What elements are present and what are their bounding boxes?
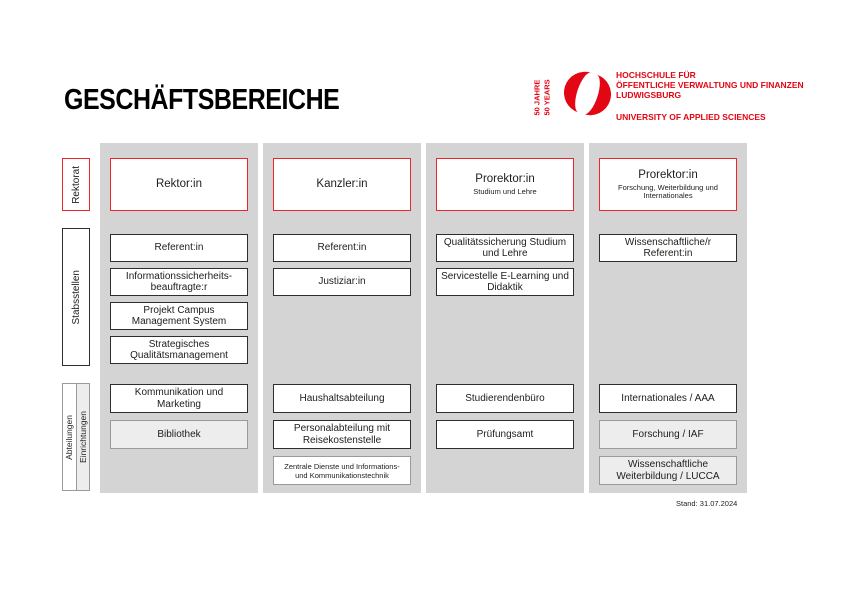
row-label-einrichtungen-text: Einrichtungen: [77, 411, 88, 463]
box-bibliothek: Bibliothek: [110, 420, 248, 449]
box-justiziar: Justiziar:in: [273, 268, 411, 296]
box-internationales-aaa: Internationales / AAA: [599, 384, 737, 413]
column-kanzler: Kanzler:in Referent:in Justiziar:in Haus…: [263, 143, 421, 493]
version-date: Stand: 31.07.2024: [676, 499, 738, 508]
box-kommunikation-marketing: Kommunikation und Marketing: [110, 384, 248, 413]
hvf-logo-icon: [563, 71, 612, 116]
institution-line-2: ÖFFENTLICHE VERWALTUNG UND FINANZEN: [616, 80, 804, 90]
row-label-abteilungen: Abteilungen: [63, 384, 76, 490]
box-referent-kanzler: Referent:in: [273, 234, 411, 262]
box-zentrale-dienste: Zentrale Dienste und Informations- und K…: [273, 456, 411, 485]
column-prorektor-studium: Prorektor:in Studium und Lehre Qualitäts…: [426, 143, 584, 493]
box-prorektor-studium-subtitle: Studium und Lehre: [473, 186, 537, 196]
box-forschung-iaf: Forschung / IAF: [599, 420, 737, 449]
row-label-rektorat-text: Rektorat: [70, 165, 82, 204]
box-rektor-title: Rektor:in: [155, 178, 203, 190]
page-title: GESCHÄFTSBEREICHE: [64, 84, 340, 116]
institution-line-3: LUDWIGSBURG: [616, 90, 682, 100]
box-prorektor-studium-title: Prorektor:in: [475, 172, 535, 185]
box-referent-rektorat: Referent:in: [110, 234, 248, 262]
institution-name: HOCHSCHULE FÜR ÖFFENTLICHE VERWALTUNG UN…: [616, 70, 804, 100]
box-projekt-campus-management: Projekt Campus Management System: [110, 302, 248, 330]
anniversary-label: 50 JAHRE 50 YEARS: [532, 70, 554, 116]
box-wissenschaftlicher-referent: Wissenschaftliche/r Referent:in: [599, 234, 737, 262]
row-label-abteilungen-text: Abteilungen: [64, 414, 75, 460]
box-prorektor-forschung-subtitle: Forschung, Weiterbildung und Internation…: [618, 182, 718, 200]
box-qualitaetssicherung-studium: Qualitätssicherung Studium und Lehre: [436, 234, 574, 262]
row-label-stabsstellen-text: Stabsstellen: [70, 269, 82, 325]
box-haushaltsabteilung: Haushaltsabteilung: [273, 384, 411, 413]
box-informationssicherheitsbeauftragte: Informationssicherheits-beauftragte:r: [110, 268, 248, 296]
box-pruefungsamt: Prüfungsamt: [436, 420, 574, 449]
column-rektor: Rektor:in Referent:in Informationssicher…: [100, 143, 258, 493]
box-prorektor-forschung-title: Prorektor:in: [638, 168, 698, 181]
column-prorektor-forschung: Prorektor:in Forschung, Weiterbildung un…: [589, 143, 747, 493]
institution-line-1: HOCHSCHULE FÜR: [616, 70, 696, 80]
box-prorektor-studium: Prorektor:in Studium und Lehre: [436, 158, 574, 211]
box-kanzler: Kanzler:in: [273, 158, 411, 211]
box-prorektor-forschung: Prorektor:in Forschung, Weiterbildung un…: [599, 158, 737, 211]
box-personalabteilung: Personalabteilung mit Reisekostenstelle: [273, 420, 411, 449]
box-wissenschaftliche-weiterbildung-lucca: Wissenschaftliche Weiterbildung / LUCCA: [599, 456, 737, 485]
row-label-abteilungen-einrichtungen: Abteilungen Einrichtungen: [62, 383, 90, 491]
box-kanzler-title: Kanzler:in: [316, 178, 368, 190]
box-strategisches-qualitaetsmanagement: Strategisches Qualitätsmanagement: [110, 336, 248, 364]
institution-tagline: UNIVERSITY OF APPLIED SCIENCES: [616, 112, 766, 122]
box-servicestelle-elearning: Servicestelle E-Learning und Didaktik: [436, 268, 574, 296]
row-label-rektorat: Rektorat: [62, 158, 90, 211]
box-rektor: Rektor:in: [110, 158, 248, 211]
box-studierendenbuero: Studierendenbüro: [436, 384, 574, 413]
anniversary-line-2: 50 YEARS: [542, 79, 551, 116]
row-label-einrichtungen: Einrichtungen: [75, 384, 89, 490]
row-label-stabsstellen: Stabsstellen: [62, 228, 90, 366]
anniversary-line-1: 50 JAHRE: [532, 79, 542, 116]
